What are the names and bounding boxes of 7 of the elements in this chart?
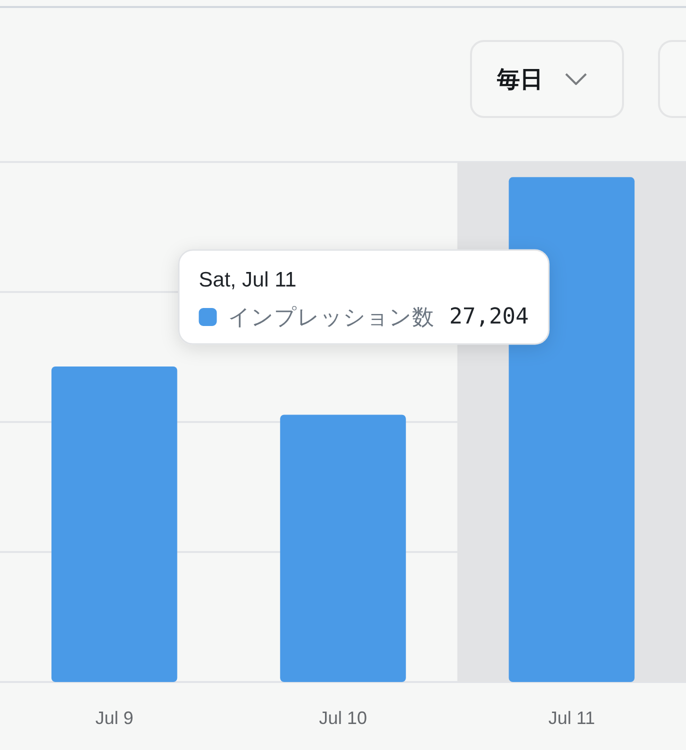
dropdown-button: 毎日 [470,40,624,118]
annotation: Sat, Jul 11 [198,268,296,292]
data-label: 27,204 [449,304,529,330]
legend-label: インプレッション数 [228,304,434,330]
x-tick-label: Jul 10 [318,708,368,728]
x-tick-label: Jul 9 [95,708,134,728]
x-tick-label: Jul 11 [548,708,596,728]
